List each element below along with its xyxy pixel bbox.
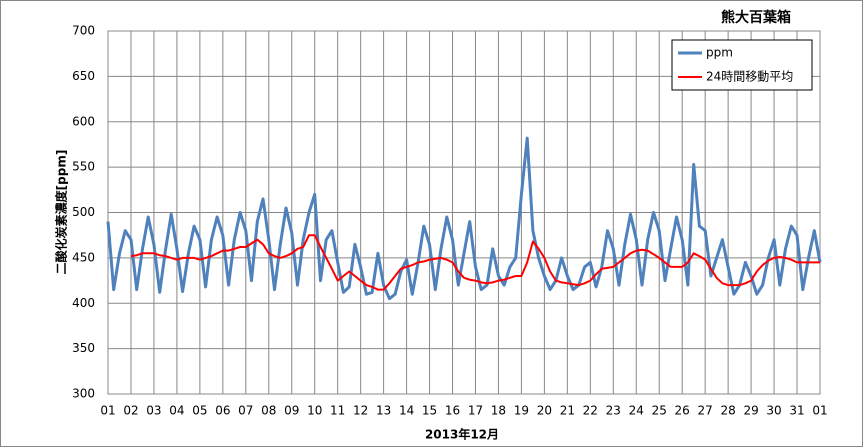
x-tick-label: 12: [353, 404, 368, 418]
x-tick-label: 29: [743, 404, 758, 418]
series-line: [106, 136, 822, 301]
series-line: [130, 234, 820, 291]
y-tick-label: 550: [72, 160, 95, 174]
x-tick-label: 13: [376, 404, 391, 418]
x-tick-label: 16: [445, 404, 460, 418]
x-tick-label: 08: [261, 404, 276, 418]
x-tick-label: 23: [606, 404, 621, 418]
x-tick-label: 24: [629, 404, 644, 418]
x-tick-label: 01: [100, 404, 115, 418]
y-tick-label: 500: [72, 205, 95, 219]
y-tick-label: 700: [72, 24, 95, 38]
x-tick-label: 03: [146, 404, 161, 418]
y-tick-label: 350: [72, 341, 95, 355]
x-tick-label: 02: [123, 404, 138, 418]
x-tick-label: 31: [789, 404, 804, 418]
x-tick-label: 15: [422, 404, 437, 418]
x-tick-label: 22: [583, 404, 598, 418]
x-tick-label: 07: [238, 404, 253, 418]
y-tick-label: 450: [72, 250, 95, 264]
y-tick-label: 400: [72, 296, 95, 310]
x-tick-label: 20: [537, 404, 552, 418]
y-tick-label: 300: [72, 387, 95, 401]
x-tick-label: 30: [766, 404, 781, 418]
x-tick-label: 06: [215, 404, 230, 418]
x-tick-label: 01: [812, 404, 827, 418]
x-tick-label: 25: [652, 404, 667, 418]
x-tick-label: 10: [307, 404, 322, 418]
plot-frame: [107, 30, 821, 395]
x-tick-label: 14: [399, 404, 414, 418]
x-tick-label: 21: [560, 404, 575, 418]
x-tick-label: 19: [514, 404, 529, 418]
x-tick-label: 09: [284, 404, 299, 418]
x-tick-label: 05: [192, 404, 207, 418]
x-tick-label: 26: [675, 404, 690, 418]
chart-title: 熊大百葉箱: [721, 9, 791, 26]
x-tick-label: 17: [468, 404, 483, 418]
y-tick-label: 650: [72, 69, 95, 83]
y-tick-label: 600: [72, 114, 95, 128]
x-tick-label: 28: [720, 404, 735, 418]
x-tick-label: 27: [698, 404, 713, 418]
legend-label: 24時間移動平均: [706, 70, 793, 84]
x-tick-label: 11: [330, 404, 345, 418]
legend-box: [671, 39, 813, 91]
legend-label: ppm: [706, 46, 733, 60]
x-axis-label: 2013年12月: [425, 427, 499, 442]
x-tick-label: 04: [169, 404, 184, 418]
x-tick-label: 18: [491, 404, 506, 418]
y-axis-label: 二酸化炭素濃度[ppm]: [54, 150, 69, 275]
